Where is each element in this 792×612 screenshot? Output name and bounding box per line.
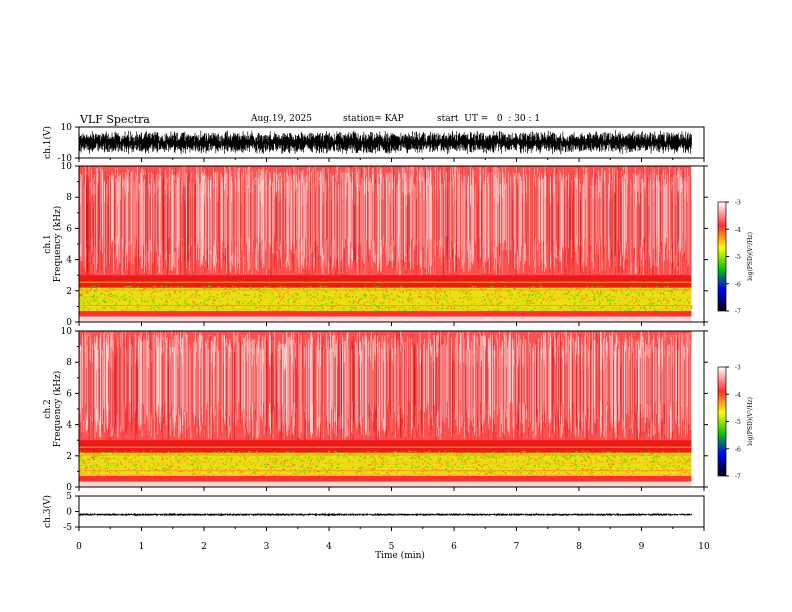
y-tick-label: 0	[66, 318, 72, 328]
time-axis: 0 1 2 3 4 5 6 7 8 9 10 Time (min)	[76, 542, 710, 561]
colorbar-scale	[717, 201, 727, 312]
x-tick-label: 6	[451, 542, 457, 552]
spectro-band-red	[79, 275, 692, 291]
x-tick-label: 7	[514, 542, 520, 552]
x-axis-label: Time (min)	[375, 550, 425, 561]
y-axis-label: ch.2Frequency (kHz)	[43, 371, 63, 448]
y-tick-label: 10	[61, 123, 73, 133]
spectro-streaks-dark	[78, 331, 689, 448]
x-tick-label: 4	[326, 542, 332, 552]
colorbar: -3 -4 -5 -6 -7 log(PSD)(V²/Hz)	[717, 365, 754, 481]
y-tick-label: 10	[61, 327, 73, 337]
waveform-trace	[78, 513, 692, 517]
colorbar-scale	[717, 366, 727, 477]
y-tick-label: 2	[66, 452, 72, 462]
x-tick-label: 8	[576, 542, 582, 552]
spectro-speckle-green	[79, 285, 692, 312]
waveform-frame	[78, 495, 705, 528]
x-tick-label: 10	[698, 542, 710, 552]
y-tick-label: 6	[66, 224, 72, 234]
y-tick-label: 10	[61, 162, 73, 172]
x-tick-label: 3	[264, 542, 270, 552]
colorbar-tick-label: -4	[735, 392, 741, 399]
x-tick-label: 5	[389, 542, 395, 552]
spectro-band-low	[79, 311, 692, 317]
y-tick-label: -10	[58, 154, 73, 164]
y-tick-label: 8	[66, 358, 72, 368]
colorbar-tick-label: -6	[735, 446, 741, 453]
y-axis-label: ch.1Frequency (kHz)	[43, 206, 63, 283]
y-axis-label-frequency: Frequency (kHz)	[52, 206, 63, 283]
y-tick-label: 8	[66, 193, 72, 203]
colorbar-label: log(PSD)(V²/Hz)	[747, 397, 754, 446]
station-label: station= KAP	[343, 114, 404, 124]
x-tick-label: 2	[201, 542, 207, 552]
colorbar-tick-label: -7	[735, 474, 741, 481]
spectro-band-zero	[79, 316, 692, 322]
colorbar-tick-label: -3	[735, 200, 741, 207]
x-tick-label: 1	[139, 542, 145, 552]
spectro-speckle-green	[79, 450, 691, 477]
date-label: Aug.19, 2025	[251, 114, 312, 124]
y-tick-label: 6	[66, 389, 72, 399]
colorbar-label: log(PSD)(V²/Hz)	[747, 232, 754, 281]
ch3-waveform: 5 0 -5 ch.3(V)	[42, 492, 705, 533]
ch1-spectrogram: 0 2 4 6 8 10 ch.1Frequency (kHz)	[43, 162, 708, 328]
colorbar-tick-label: -5	[735, 419, 741, 426]
y-tick-label: -5	[63, 523, 72, 533]
y-tick-label: 2	[66, 287, 72, 297]
y-tick-label: 4	[66, 256, 72, 266]
colorbar-tick-label: -7	[735, 309, 741, 316]
colorbar-tick-label: -3	[735, 365, 741, 372]
y-axis-label: ch.1(V)	[42, 126, 53, 159]
y-tick-label: 4	[66, 421, 72, 431]
spectro-band-yellow	[79, 287, 692, 312]
spectro-streaks-dark	[78, 166, 692, 283]
spectro-speckle-orange	[79, 450, 690, 477]
y-axis-label: ch.3(V)	[42, 495, 53, 528]
y-axis-label-channel: ch.2	[43, 399, 53, 418]
x-tick-label: 0	[76, 542, 82, 552]
y-axis-label-channel: ch.1	[43, 234, 53, 253]
start-time-label: start UT = 0 : 30 : 1	[437, 114, 541, 124]
chart-title: VLF Spectra	[80, 113, 150, 126]
spectro-band-zero	[79, 481, 692, 487]
x-tick-label: 9	[639, 542, 645, 552]
y-tick-label: 5	[66, 492, 72, 502]
colorbar-tick-label: -6	[735, 281, 741, 288]
y-axis-label-frequency: Frequency (kHz)	[52, 371, 63, 448]
colorbar-tick-label: -5	[735, 254, 741, 261]
ch2-spectrogram: 0 2 4 6 8 10 ch.2Frequency (kHz)	[43, 327, 708, 493]
y-tick-label: 0	[66, 508, 72, 518]
colorbar: -3 -4 -5 -6 -7 log(PSD)(V²/Hz)	[717, 200, 754, 316]
colorbar-tick-label: -4	[735, 227, 741, 234]
y-tick-label: 0	[66, 483, 72, 493]
waveform-trace	[78, 130, 692, 155]
spectro-band-low	[79, 476, 692, 482]
ch1-waveform: 10 -10 ch.1(V)	[42, 123, 705, 164]
